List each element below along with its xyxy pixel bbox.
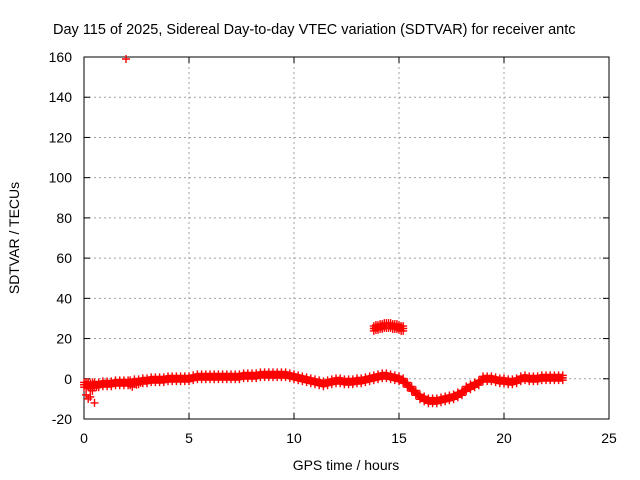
y-tick-label: 0 [64,371,72,387]
data-point-outliers [136,378,145,387]
data-point-main [557,373,566,382]
x-tick-label: 15 [391,430,407,446]
x-tick-labels: 0 5 10 15 20 25 [80,430,617,446]
y-tick-label: 40 [56,290,72,306]
plot-frame [83,56,610,420]
data-point-outliers [88,386,97,395]
y-tick-label: -20 [52,411,72,427]
data-point-outliers [132,380,141,389]
y-tick-label: 60 [56,250,72,266]
x-tick-label: 20 [496,430,512,446]
y-tick-label: 140 [49,89,73,105]
y-tick-label: 120 [49,129,73,145]
data-point-outliers [86,392,95,401]
x-tick-label: 10 [286,430,302,446]
x-axis-label: GPS time / hours [293,457,400,473]
axis-ticks [83,56,610,420]
y-tick-label: 160 [49,49,73,65]
y-tick-label: 100 [49,170,73,186]
y-axis-label: SDTVAR / TECUs [6,182,22,294]
gridlines [84,57,609,419]
y-tick-labels: -20 0 20 40 60 80 100 120 140 160 [49,49,73,427]
chart-title: Day 115 of 2025, Sidereal Day-to-day VTE… [53,22,575,38]
y-tick-label: 80 [56,210,72,226]
x-tick-label: 25 [601,430,617,446]
data-point-elevated [399,326,408,335]
x-tick-label: 5 [185,430,193,446]
data-point-outliers [90,398,99,407]
data-point-outliers [92,382,101,391]
y-tick-label: 20 [56,331,72,347]
data-point-outliers [122,55,130,64]
data-point-outliers [128,382,137,391]
data-point-outliers [82,390,91,399]
data-points [80,55,567,408]
x-tick-label: 0 [80,430,88,446]
